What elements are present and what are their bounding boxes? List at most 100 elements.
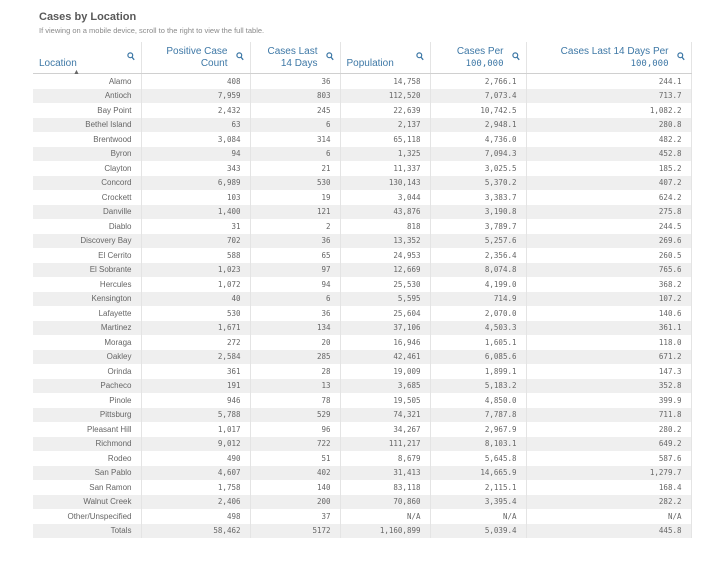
table-row: Bay Point 2,432 245 22,639 10,742.5 1,082.2 (33, 103, 692, 118)
cell-cases-last-14-days-per-100-000: 280.8 (526, 117, 692, 132)
cell-positive-case-count: 588 (141, 248, 251, 263)
cases-table: Location ▲ Positive Case Count Cases Last 1… (33, 42, 692, 538)
column-header-cases-per-100-000[interactable]: Cases Per 100,000 (430, 42, 527, 74)
cell-population: 19,505 (340, 393, 431, 408)
cell-cases-last-14-days: 65 (250, 248, 341, 263)
cell-cases-last-14-days: 36 (250, 73, 341, 89)
table-row: Orinda 361 28 19,009 1,899.1 147.3 (33, 364, 692, 379)
cell-cases-last-14-days: 140 (250, 480, 341, 495)
cell-cases-last-14-days: 722 (250, 436, 341, 451)
cell-cases-last-14-days: 36 (250, 233, 341, 248)
cell-cases-last-14-days: 96 (250, 422, 341, 437)
cell-cases-last-14-days-per-100-000: 361.1 (526, 320, 692, 335)
cell-positive-case-count: 1,400 (141, 204, 251, 219)
cell-cases-last-14-days-per-100-000: 118.0 (526, 335, 692, 350)
location-cell: San Ramon (33, 480, 142, 495)
cell-cases-last-14-days-per-100-000: 352.8 (526, 378, 692, 393)
column-header-label: Population (346, 58, 394, 69)
cell-cases-per-100-000: 2,115.1 (430, 480, 527, 495)
location-cell: Danville (33, 204, 142, 219)
search-icon[interactable] (676, 52, 685, 63)
table-row: Lafayette 530 36 25,604 2,070.0 140.6 (33, 306, 692, 321)
cell-positive-case-count: 2,432 (141, 103, 251, 118)
cell-cases-last-14-days-per-100-000: 624.2 (526, 190, 692, 205)
location-cell: Richmond (33, 436, 142, 451)
location-cell: Other/Unspecified (33, 509, 142, 524)
header-row: Location ▲ Positive Case Count Cases Last 1… (33, 42, 692, 76)
cell-cases-per-100-000: 3,789.7 (430, 219, 527, 234)
location-cell: Kensington (33, 291, 142, 306)
cell-cases-last-14-days: 28 (250, 364, 341, 379)
cell-cases-per-100-000: 2,967.9 (430, 422, 527, 437)
totals-row: Totals 58,462 5172 1,160,899 5,039.4 445.8 (33, 523, 692, 538)
column-header-location[interactable]: Location ▲ (33, 42, 142, 76)
table-row: San Ramon 1,758 140 83,118 2,115.1 168.4 (33, 480, 692, 495)
location-cell: El Cerrito (33, 248, 142, 263)
cell-population: 22,639 (340, 103, 431, 118)
cell-cases-per-100-000: N/A (430, 509, 527, 524)
cell-cases-last-14-days: 78 (250, 393, 341, 408)
cell-positive-case-count: 272 (141, 335, 251, 350)
cell-population: 19,009 (340, 364, 431, 379)
cell-positive-case-count: 3,084 (141, 132, 251, 147)
cell-population: 74,321 (340, 407, 431, 422)
column-header-population[interactable]: Population (340, 42, 431, 74)
cell-population: 12,669 (340, 262, 431, 277)
cell-cases-last-14-days: 200 (250, 494, 341, 509)
cell-cases-last-14-days-per-100-000: N/A (526, 509, 692, 524)
cell-positive-case-count: 408 (141, 73, 251, 89)
cell-cases-per-100-000: 3,395.4 (430, 494, 527, 509)
cell-cases-last-14-days: 2 (250, 219, 341, 234)
cell-cases-last-14-days-per-100-000: 399.9 (526, 393, 692, 408)
location-cell: San Pablo (33, 465, 142, 480)
cell-cases-per-100-000: 7,787.8 (430, 407, 527, 422)
column-header-cases-last-14-days[interactable]: Cases Last 14 Days (250, 42, 341, 74)
table-row: Byron 94 6 1,325 7,094.3 452.8 (33, 146, 692, 161)
cell-cases-per-100-000: 6,085.6 (430, 349, 527, 364)
cell-population: 3,685 (340, 378, 431, 393)
location-cell: Byron (33, 146, 142, 161)
column-header-cases-last-14-days-per-100-000[interactable]: Cases Last 14 Days Per 100,000 (526, 42, 692, 74)
search-icon[interactable] (235, 52, 244, 63)
cell-cases-last-14-days: 51 (250, 451, 341, 466)
table-row: Hercules 1,072 94 25,530 4,199.0 368.2 (33, 277, 692, 292)
cell-cases-last-14-days: 97 (250, 262, 341, 277)
cell-population: 34,267 (340, 422, 431, 437)
cell-positive-case-count: 343 (141, 161, 251, 176)
cell-cases-last-14-days-per-100-000: 482.2 (526, 132, 692, 147)
cell-cases-per-100-000: 5,645.8 (430, 451, 527, 466)
cell-positive-case-count: 94 (141, 146, 251, 161)
table-row: Walnut Creek 2,406 200 70,860 3,395.4 282.2 (33, 494, 692, 509)
cell-cases-last-14-days-per-100-000: 713.7 (526, 88, 692, 103)
cell-population: 31,413 (340, 465, 431, 480)
cell-cases-last-14-days: 37 (250, 509, 341, 524)
table-row: Brentwood 3,084 314 65,118 4,736.0 482.2 (33, 132, 692, 147)
cell-cases-last-14-days: 529 (250, 407, 341, 422)
cell-cases-last-14-days-per-100-000: 671.2 (526, 349, 692, 364)
cell-cases-last-14-days-per-100-000: 445.8 (526, 523, 692, 538)
cell-positive-case-count: 4,607 (141, 465, 251, 480)
location-cell: Pittsburg (33, 407, 142, 422)
cell-positive-case-count: 31 (141, 219, 251, 234)
cell-population: 3,044 (340, 190, 431, 205)
search-icon[interactable] (511, 52, 520, 63)
cell-cases-per-100-000: 2,356.4 (430, 248, 527, 263)
cell-population: 70,860 (340, 494, 431, 509)
search-icon[interactable] (325, 52, 334, 63)
search-icon[interactable] (415, 52, 424, 63)
table-row: Alamo 408 36 14,758 2,766.1 244.1 (33, 73, 692, 89)
cell-population: 8,679 (340, 451, 431, 466)
cell-cases-last-14-days: 134 (250, 320, 341, 335)
cell-positive-case-count: 498 (141, 509, 251, 524)
location-cell: Lafayette (33, 306, 142, 321)
cell-cases-last-14-days: 94 (250, 277, 341, 292)
table-row: Oakley 2,584 285 42,461 6,085.6 671.2 (33, 349, 692, 364)
table-row: San Pablo 4,607 402 31,413 14,665.9 1,279.7 (33, 465, 692, 480)
column-header-positive-case-count[interactable]: Positive Case Count (141, 42, 251, 74)
cell-population: 42,461 (340, 349, 431, 364)
location-cell: Discovery Bay (33, 233, 142, 248)
search-icon[interactable] (126, 52, 135, 63)
cell-cases-last-14-days-per-100-000: 649.2 (526, 436, 692, 451)
cell-population: 43,876 (340, 204, 431, 219)
location-cell: Rodeo (33, 451, 142, 466)
